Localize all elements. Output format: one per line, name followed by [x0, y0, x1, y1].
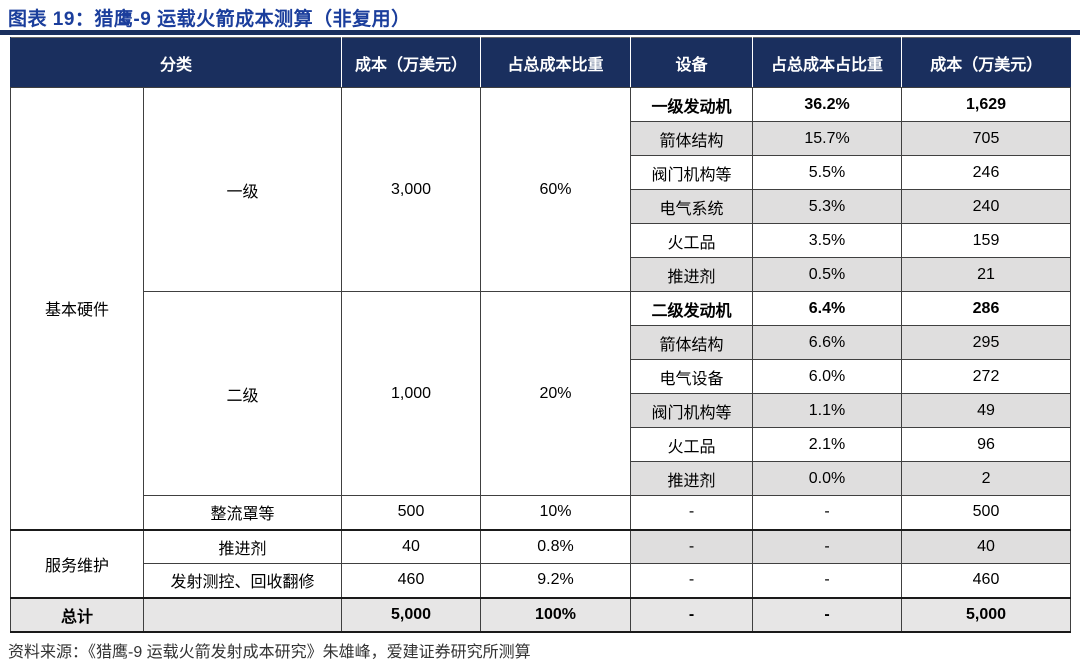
- device-share-cell: 6.4%: [752, 291, 903, 326]
- device-name-cell: 推进剂: [630, 461, 754, 496]
- device-share-cell: 0.5%: [752, 257, 903, 292]
- dash-cell: -: [630, 495, 754, 531]
- device-name-cell: 箭体结构: [630, 121, 754, 156]
- device-name-cell: 二级发动机: [630, 291, 754, 326]
- stage2-share-cell: 20%: [480, 291, 632, 496]
- device-share-cell: 2.1%: [752, 427, 903, 462]
- device-share-cell: 6.0%: [752, 359, 903, 394]
- device-name-cell: 阀门机构等: [630, 155, 754, 190]
- table-row-fairing: 整流罩等 500 10% - - 500: [11, 495, 1072, 531]
- dash-cell: -: [752, 529, 903, 564]
- table-row: 发射测控、回收翻修 460 9.2% - - 460: [11, 563, 1072, 599]
- hardware-category-cell: 基本硬件: [10, 87, 144, 531]
- title-underline-rule: [0, 30, 1080, 35]
- device-share-cell: 36.2%: [752, 87, 903, 122]
- header-device-share: 占总成本占比重: [752, 37, 902, 88]
- device-cost-cell: 460: [901, 563, 1072, 599]
- service-launch-cost-cell: 460: [341, 563, 482, 599]
- total-label-cell: 总计: [10, 597, 144, 633]
- dash-cell: -: [630, 563, 754, 599]
- table-row: 火工品 2.1% 96: [11, 427, 1072, 462]
- device-share-cell: 3.5%: [752, 223, 903, 258]
- total-device-cost-cell: 5,000: [901, 597, 1072, 633]
- device-cost-cell: 246: [901, 155, 1072, 190]
- device-name-cell: 电气系统: [630, 189, 754, 224]
- stage2-name-cell: 二级: [142, 291, 343, 496]
- device-cost-cell: 705: [901, 121, 1072, 156]
- total-cost-cell: 5,000: [341, 597, 482, 633]
- table-row: 电气系统 5.3% 240: [11, 189, 1072, 224]
- device-cost-cell: 272: [901, 359, 1072, 394]
- table-row: 阀门机构等 1.1% 49: [11, 393, 1072, 428]
- header-cost: 成本（万美元）: [341, 37, 481, 88]
- device-cost-cell: 1,629: [901, 87, 1072, 122]
- device-name-cell: 火工品: [630, 223, 754, 258]
- table-row: 二级 1,000 20% 二级发动机 6.4% 286: [11, 291, 1072, 496]
- dash-cell: -: [630, 529, 754, 564]
- dash-cell: -: [752, 563, 903, 599]
- device-cost-cell: 2: [901, 461, 1072, 496]
- stage1-name-cell: 一级: [142, 87, 343, 292]
- service-category-cell: 服务维护: [10, 529, 144, 599]
- device-cost-cell: 240: [901, 189, 1072, 224]
- device-cost-cell: 21: [901, 257, 1072, 292]
- device-cost-cell: 40: [901, 529, 1072, 564]
- fairing-share-cell: 10%: [480, 495, 632, 531]
- fairing-name-cell: 整流罩等: [142, 495, 343, 531]
- cost-table: 分类 成本（万美元） 占总成本比重 设备 占总成本占比重 成本（万美元） 基本硬…: [9, 37, 1072, 633]
- device-share-cell: 5.5%: [752, 155, 903, 190]
- service-propellant-share-cell: 0.8%: [480, 529, 632, 564]
- stage1-share-cell: 60%: [480, 87, 632, 292]
- stage1-cost-cell: 3,000: [341, 87, 482, 292]
- device-cost-cell: 49: [901, 393, 1072, 428]
- dash-cell: -: [752, 597, 903, 633]
- header-device: 设备: [630, 37, 753, 88]
- header-share: 占总成本比重: [480, 37, 631, 88]
- device-name-cell: 电气设备: [630, 359, 754, 394]
- device-share-cell: 15.7%: [752, 121, 903, 156]
- dash-cell: -: [630, 597, 754, 633]
- device-cost-cell: 96: [901, 427, 1072, 462]
- total-empty-cell: [142, 597, 343, 633]
- device-share-cell: 1.1%: [752, 393, 903, 428]
- device-name-cell: 箭体结构: [630, 325, 754, 360]
- table-row: 阀门机构等 5.5% 246: [11, 155, 1072, 190]
- total-row: 总计 5,000 100% - - 5,000: [10, 597, 1072, 633]
- total-share-cell: 100%: [480, 597, 632, 633]
- service-launch-share-cell: 9.2%: [480, 563, 632, 599]
- table-row: 火工品 3.5% 159: [11, 223, 1072, 258]
- table-row: 推进剂 0.5% 21: [11, 257, 1072, 292]
- header-row: 分类 成本（万美元） 占总成本比重 设备 占总成本占比重 成本（万美元）: [9, 37, 1071, 88]
- service-launch-name-cell: 发射测控、回收翻修: [142, 563, 343, 599]
- device-name-cell: 推进剂: [630, 257, 754, 292]
- device-cost-cell: 295: [901, 325, 1072, 360]
- table-row: 服务维护 推进剂 40 0.8% - - 40: [10, 529, 1072, 599]
- table-row: 电气设备 6.0% 272: [11, 359, 1072, 394]
- header-category: 分类: [9, 37, 342, 88]
- dash-cell: -: [752, 495, 903, 531]
- stage2-cost-cell: 1,000: [341, 291, 482, 496]
- table-row: 基本硬件 一级 3,000 60% 一级发动机 36.2% 1,629: [10, 87, 1072, 531]
- device-cost-cell: 159: [901, 223, 1072, 258]
- device-share-cell: 6.6%: [752, 325, 903, 360]
- device-share-cell: 5.3%: [752, 189, 903, 224]
- figure-title: 图表 19：猎鹰-9 运载火箭成本测算（非复用）: [8, 9, 411, 30]
- device-cost-cell: 500: [901, 495, 1072, 531]
- service-propellant-name-cell: 推进剂: [142, 529, 343, 564]
- fairing-cost-cell: 500: [341, 495, 482, 531]
- device-share-cell: 0.0%: [752, 461, 903, 496]
- device-name-cell: 火工品: [630, 427, 754, 462]
- header-device-cost: 成本（万美元）: [901, 37, 1071, 88]
- device-name-cell: 一级发动机: [630, 87, 754, 122]
- device-cost-cell: 286: [901, 291, 1072, 326]
- device-name-cell: 阀门机构等: [630, 393, 754, 428]
- table-row: 箭体结构 15.7% 705: [11, 121, 1072, 156]
- source-note: 资料来源：《猎鹰-9 运载火箭发射成本研究》朱雄峰，爱建证券研究所测算: [8, 644, 531, 661]
- service-propellant-cost-cell: 40: [341, 529, 482, 564]
